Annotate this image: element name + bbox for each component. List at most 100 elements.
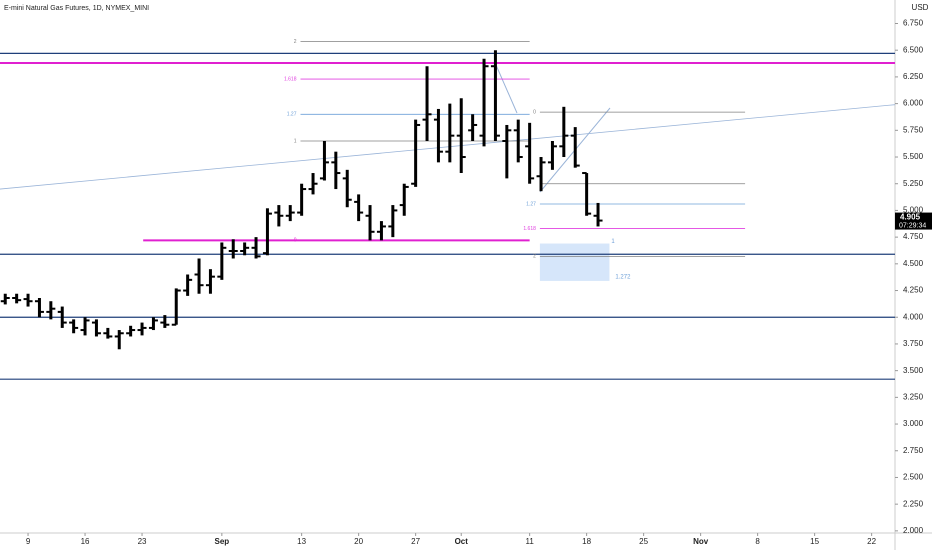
x-tick-label: Oct <box>455 537 469 546</box>
price-bar <box>365 205 375 241</box>
price-bar <box>411 119 421 187</box>
price-bar <box>114 330 124 350</box>
box-label: 1.272 <box>615 274 631 280</box>
y-tick-label: 4.750 <box>903 232 924 241</box>
price-bar <box>536 157 546 192</box>
countdown: 07:29:34 <box>899 222 926 229</box>
price-bar <box>57 306 67 328</box>
price-tag-label: 4.905 <box>900 213 921 222</box>
box-label: 1 <box>611 239 615 245</box>
y-tick-label: 3.250 <box>903 392 924 401</box>
price-bar <box>547 140 557 170</box>
fib-label: 1.27 <box>526 201 536 207</box>
price-bar <box>582 172 592 216</box>
price-bar <box>34 298 44 318</box>
price-bar <box>23 293 33 307</box>
price-bar <box>399 183 409 216</box>
x-tick-label: 22 <box>867 537 876 546</box>
y-tick-label: 3.750 <box>903 339 924 348</box>
price-bar <box>80 317 90 336</box>
y-tick-label: 5.250 <box>903 179 924 188</box>
x-tick-label: 16 <box>81 537 90 546</box>
x-tick-label: 27 <box>411 537 420 546</box>
x-tick-label: Sep <box>215 537 230 546</box>
fib-label: 0 <box>294 238 297 244</box>
price-bar <box>297 183 307 216</box>
price-bar <box>194 258 204 294</box>
price-bar <box>103 327 113 339</box>
fib-label: 2 <box>294 39 297 45</box>
trend-line <box>0 104 896 190</box>
currency: USD <box>912 3 929 12</box>
price-bar <box>468 114 478 141</box>
price-bar <box>445 103 455 163</box>
x-tick-label: 9 <box>26 537 31 546</box>
price-bar <box>388 205 398 238</box>
price-bar <box>490 50 500 141</box>
price-bar <box>217 242 227 280</box>
price-bar <box>502 124 512 179</box>
x-tick-label: 20 <box>354 537 363 546</box>
y-tick-label: 4.250 <box>903 286 924 295</box>
price-bar <box>308 173 318 195</box>
price-bar <box>559 106 569 158</box>
y-tick-label: 6.000 <box>903 99 924 108</box>
price-bar <box>240 242 250 256</box>
fib-label: 1 <box>294 138 297 144</box>
x-tick-label: Nov <box>693 537 709 546</box>
price-bar <box>342 169 352 208</box>
price-bar <box>319 140 329 181</box>
y-tick-label: 5.750 <box>903 125 924 134</box>
fib-label: 1.618 <box>523 226 536 232</box>
y-tick-label: 2.000 <box>903 526 924 535</box>
price-bar <box>0 293 10 305</box>
y-tick-label: 5.500 <box>903 152 924 161</box>
price-tag <box>895 212 932 230</box>
y-tick-label: 4.500 <box>903 259 924 268</box>
price-bar <box>433 108 443 163</box>
price-bar <box>525 122 535 184</box>
y-tick-label: 2.500 <box>903 473 924 482</box>
price-bar <box>285 205 295 222</box>
y-tick-label: 2.750 <box>903 446 924 455</box>
price-bar <box>570 127 580 168</box>
y-tick-label: 3.500 <box>903 366 924 375</box>
price-bar <box>148 317 158 331</box>
y-tick-label: 4.000 <box>903 312 924 321</box>
price-bar <box>479 58 489 147</box>
fib-label: 1.27 <box>287 112 297 118</box>
x-tick-label: 15 <box>810 537 819 546</box>
x-tick-label: 23 <box>138 537 147 546</box>
price-bar <box>69 319 79 334</box>
y-tick-label: 6.250 <box>903 72 924 81</box>
price-bar <box>183 274 193 296</box>
price-bar <box>422 66 432 141</box>
price-bar <box>354 194 364 222</box>
y-tick-label: 3.000 <box>903 419 924 428</box>
price-bar <box>274 205 284 227</box>
fib-label: 2 <box>533 254 536 260</box>
price-bar <box>160 315 170 328</box>
pattern-line <box>495 64 518 114</box>
y-tick-label: 6.500 <box>903 45 924 54</box>
price-bar <box>251 237 261 259</box>
price-bar <box>46 301 56 320</box>
chart-title: E-mini Natural Gas Futures, 1D, NYMEX_MI… <box>4 5 149 12</box>
y-tick-label: 6.750 <box>903 19 924 28</box>
price-bar <box>376 221 386 241</box>
price-bar <box>513 119 523 163</box>
x-tick-label: 11 <box>525 537 534 546</box>
y-tick-label: 2.250 <box>903 499 924 508</box>
price-bar <box>171 288 181 326</box>
price-bar <box>228 239 238 259</box>
price-bar <box>91 319 101 337</box>
price-bar <box>456 98 466 174</box>
price-bar <box>593 202 603 227</box>
price-bar <box>205 269 215 294</box>
y-tick-label: 5.000 <box>903 206 924 215</box>
x-tick-label: 8 <box>755 537 760 546</box>
fib-label: 1.618 <box>284 76 297 82</box>
price-bar <box>262 208 272 256</box>
x-tick-label: 25 <box>639 537 648 546</box>
